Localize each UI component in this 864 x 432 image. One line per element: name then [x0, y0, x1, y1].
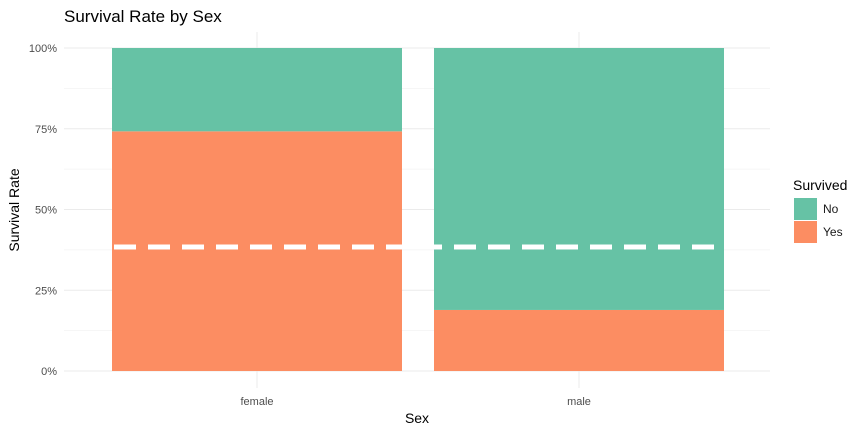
bars — [112, 48, 724, 371]
chart-title: Survival Rate by Sex — [64, 7, 222, 26]
x-tick-label: female — [240, 396, 273, 408]
bar-male-yes — [434, 309, 724, 371]
y-tick-labels: 0% 25% 50% 75% 100% — [29, 43, 57, 378]
y-tick-label: 25% — [35, 285, 57, 297]
legend-label-no: No — [823, 202, 839, 216]
bar-female-yes — [112, 131, 402, 371]
y-tick-label: 100% — [29, 43, 57, 55]
x-tick-labels: female male — [240, 396, 590, 408]
y-tick-label: 75% — [35, 124, 57, 136]
bar-female-no — [112, 48, 402, 132]
y-tick-label: 0% — [41, 366, 57, 378]
legend-swatch-no — [794, 198, 817, 220]
x-axis-title: Sex — [405, 410, 429, 426]
y-tick-label: 50% — [35, 205, 57, 217]
legend-title: Survived — [793, 177, 847, 193]
legend-label-yes: Yes — [823, 225, 843, 239]
legend-swatch-yes — [794, 221, 817, 243]
legend: Survived No Yes — [793, 177, 847, 243]
y-axis-title: Survival Rate — [6, 168, 22, 251]
x-tick-label: male — [567, 396, 591, 408]
bar-male-no — [434, 48, 724, 310]
